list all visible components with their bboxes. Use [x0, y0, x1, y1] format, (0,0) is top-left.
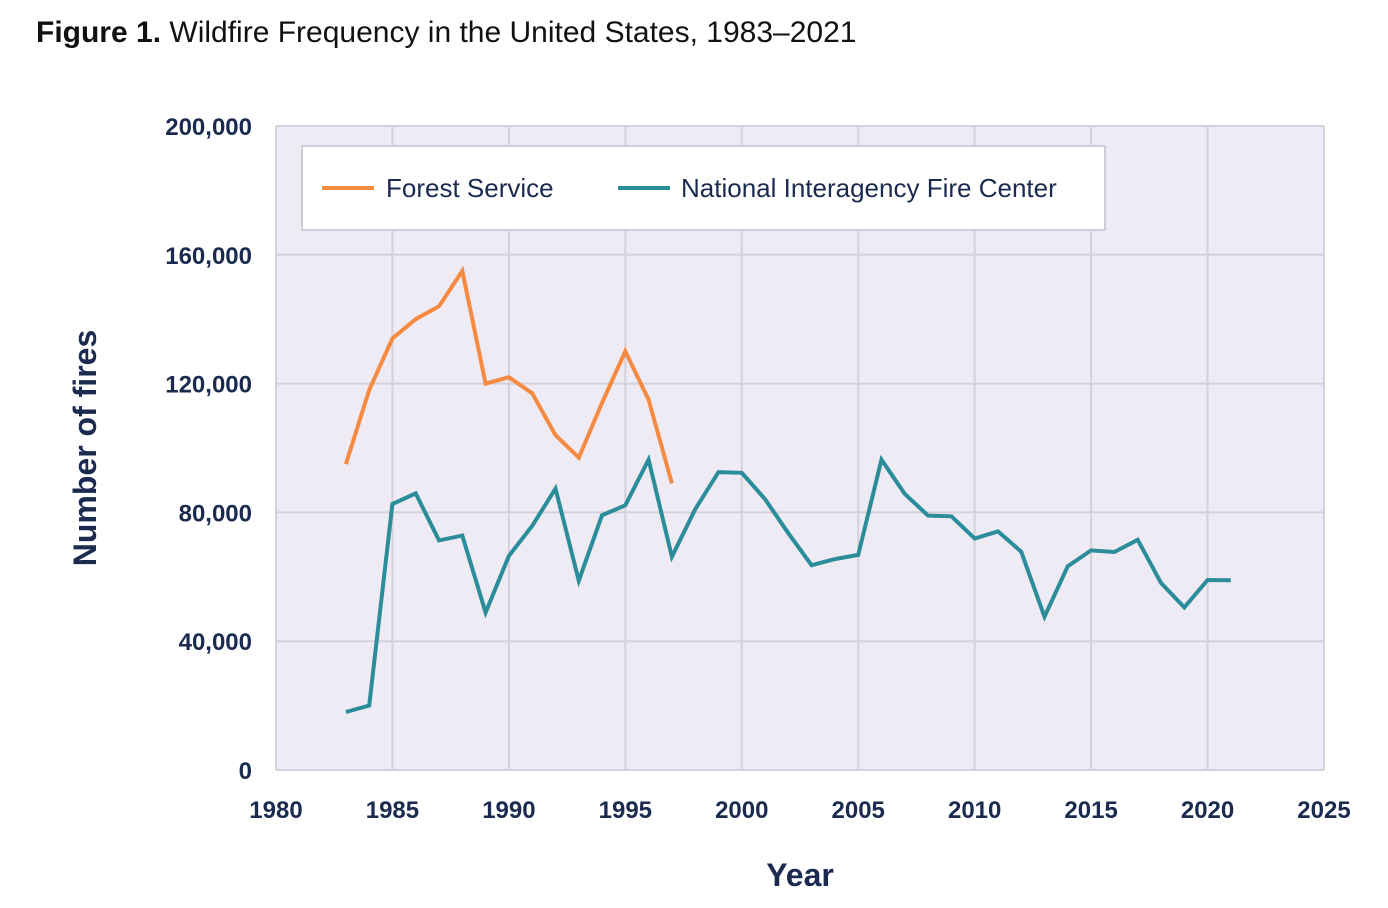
x-tick-labels: 1980 1985 1990 1995 2000 2005 2010 2015 2020 2025: [249, 797, 1350, 824]
y-tick-labels: 0 40,000 80,000 120,000 160,000 200,000: [165, 114, 252, 785]
y-tick-label: 200,000: [165, 114, 252, 141]
x-tick-label: 1980: [249, 797, 302, 824]
legend: Forest Service National Interagency Fire…: [301, 145, 1106, 231]
x-tick-label: 1985: [366, 797, 419, 824]
y-tick-label: 40,000: [179, 629, 252, 656]
x-axis-title: Year: [766, 857, 834, 893]
figure-number: Figure 1.: [36, 16, 162, 49]
series-points: [345, 459, 1231, 713]
x-tick-label: 2005: [832, 797, 885, 824]
series-points: [345, 270, 673, 484]
y-tick-label: 120,000: [165, 372, 252, 399]
x-tick-label: 2000: [715, 797, 768, 824]
figure-title: Wildfire Frequency in the United States,…: [169, 16, 857, 49]
legend-box: [301, 145, 1106, 231]
figure-caption: Figure 1. Wildfire Frequency in the Unit…: [36, 16, 856, 50]
y-tick-label: 80,000: [179, 500, 252, 527]
x-tick-label: 2020: [1181, 797, 1234, 824]
x-tick-label: 2015: [1064, 797, 1117, 824]
gridlines: [275, 125, 1325, 771]
y-tick-label: 160,000: [165, 243, 252, 270]
y-tick-label: 0: [239, 758, 252, 785]
x-tick-label: 1995: [599, 797, 652, 824]
y-axis-title: Number of fires: [67, 330, 103, 566]
x-tick-label: 2025: [1297, 797, 1350, 824]
x-tick-label: 1990: [482, 797, 535, 824]
series-lines: [343, 265, 1231, 714]
x-tick-label: 2010: [948, 797, 1001, 824]
legend-label-forest-service: Forest Service: [386, 173, 554, 203]
legend-label-nifc: National Interagency Fire Center: [681, 173, 1057, 203]
plot-area: [276, 126, 1324, 770]
